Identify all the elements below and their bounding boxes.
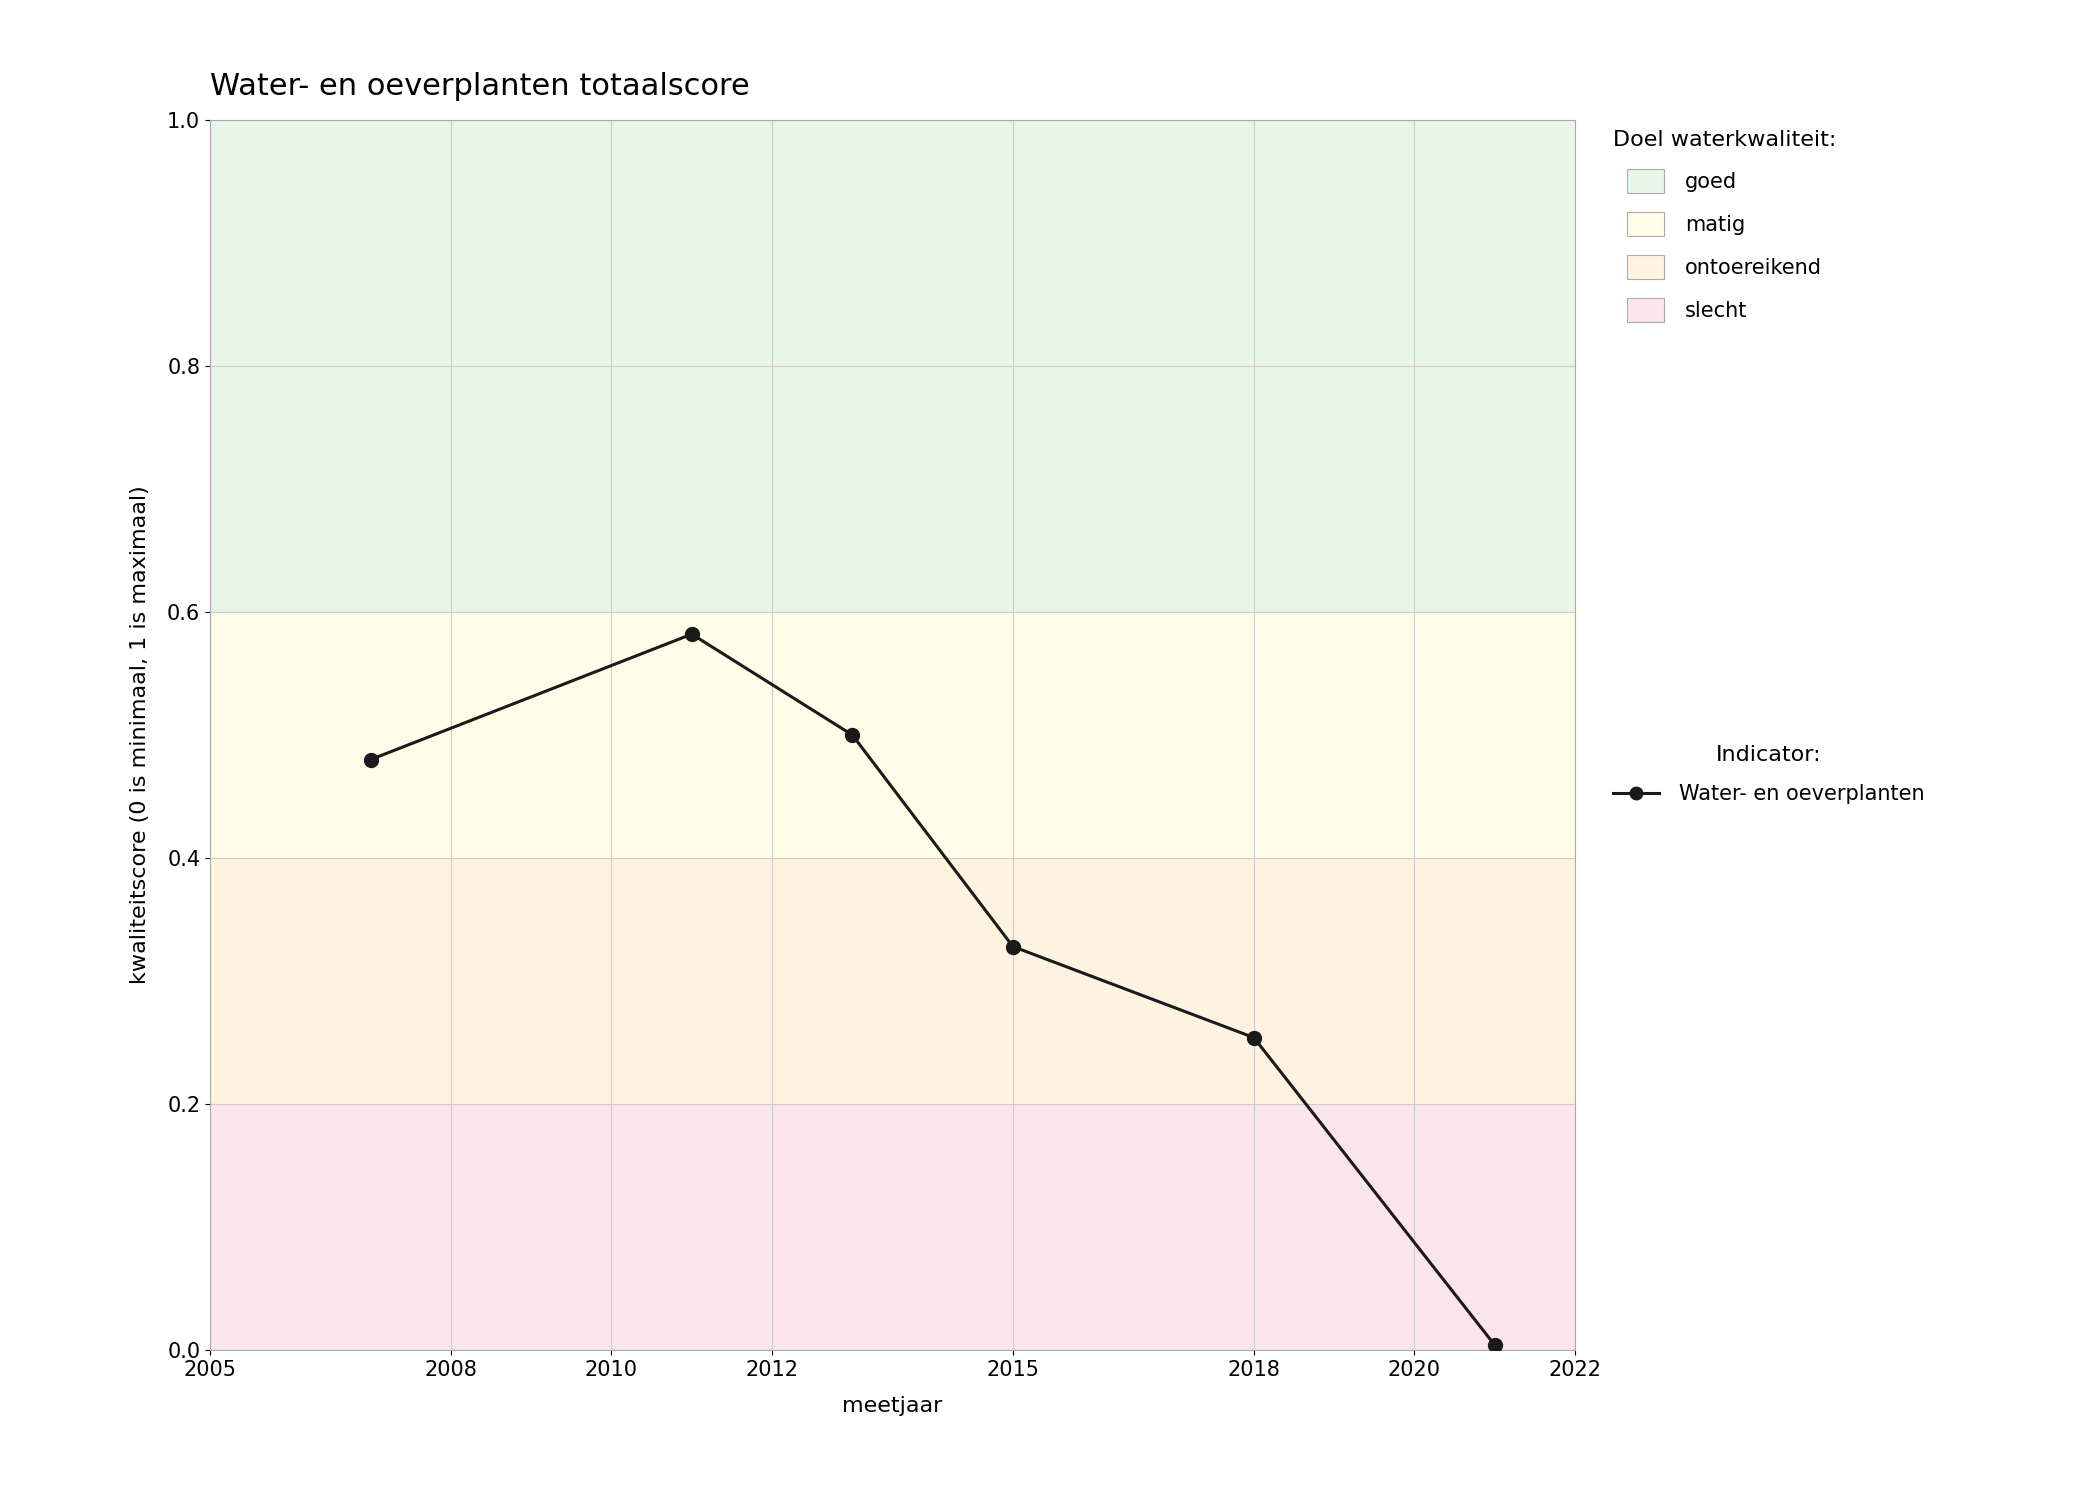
Bar — [210, 612, 1575, 858]
Bar — [210, 858, 1575, 1104]
Bar — [210, 120, 1575, 612]
X-axis label: meetjaar: meetjaar — [842, 1396, 943, 1416]
Legend: Water- en oeverplanten: Water- en oeverplanten — [1613, 746, 1926, 804]
Y-axis label: kwaliteitscore (0 is minimaal, 1 is maximaal): kwaliteitscore (0 is minimaal, 1 is maxi… — [130, 486, 151, 984]
Text: Water- en oeverplanten totaalscore: Water- en oeverplanten totaalscore — [210, 72, 750, 100]
Bar — [210, 1104, 1575, 1350]
